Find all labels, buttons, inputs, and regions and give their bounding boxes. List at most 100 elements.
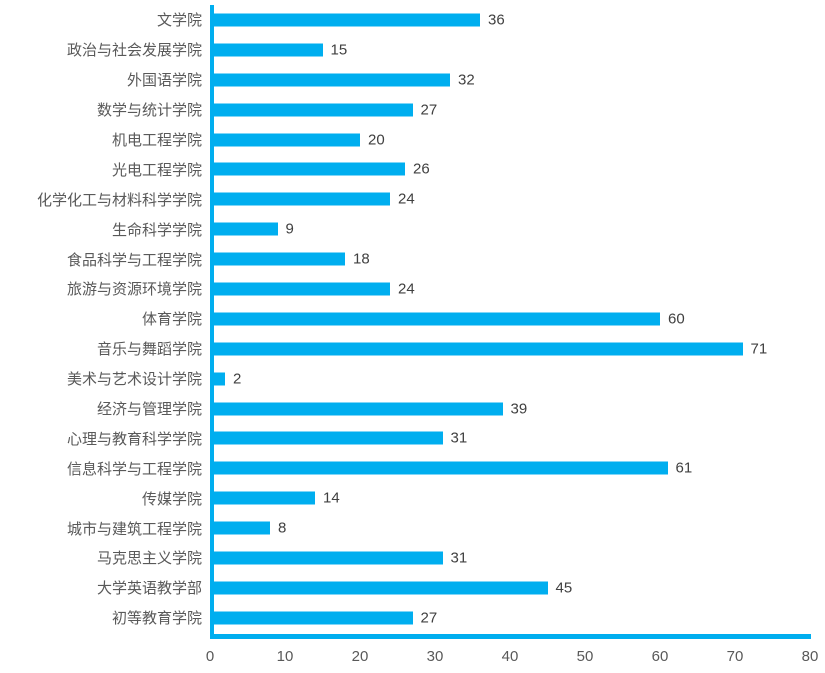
bar [210,252,345,266]
bar-row: 信息科学与工程学院 61 [0,453,825,483]
bar-row: 心理与教育科学学院 31 [0,423,825,453]
x-tick-label: 50 [576,648,594,665]
x-tick-label: 0 [205,648,215,665]
category-label: 食品科学与工程学院 [66,251,202,269]
bar [210,551,443,565]
value-label: 8 [278,519,287,537]
bar-row: 大学英语教学部 45 [0,573,825,603]
bar-track: 45 [210,573,825,603]
bar [210,162,405,176]
bar [210,521,270,535]
bar-row: 化学化工与材料科学学院 24 [0,184,825,214]
category-axis-line [210,634,811,639]
bar-track: 9 [210,214,825,244]
value-label: 9 [285,220,294,238]
bar-row: 马克思主义学院 31 [0,543,825,573]
value-label: 27 [420,101,438,119]
value-label: 24 [398,190,415,208]
bar-row: 光电工程学院 26 [0,154,825,184]
value-label: 14 [323,489,340,507]
value-label: 39 [510,400,528,418]
x-tick-label: 20 [351,648,369,665]
bar [210,192,390,206]
value-label: 18 [353,250,370,268]
bar-row: 初等教育学院 27 [0,603,825,633]
bar [210,312,660,326]
bar-track: 26 [210,154,825,184]
bar-track: 18 [210,244,825,274]
bar-track: 71 [210,334,825,364]
bar [210,342,743,356]
bar-track: 14 [210,483,825,513]
value-label: 27 [420,609,438,627]
category-label: 体育学院 [141,311,202,329]
value-label: 15 [330,41,348,59]
plot-area: 文学院 36 政治与社会发展学院 15 外国语学院 32 数学与统计学院 27 … [0,5,825,633]
bar [210,461,668,475]
bar-row: 传媒学院 14 [0,483,825,513]
value-label: 24 [398,280,415,298]
value-axis-line [210,5,214,639]
value-label: 45 [555,579,573,597]
bar-row: 食品科学与工程学院 18 [0,244,825,274]
x-tick-label: 60 [651,648,669,665]
value-label: 36 [488,11,505,29]
bar-row: 音乐与舞蹈学院 71 [0,334,825,364]
category-label: 旅游与资源环境学院 [66,281,202,299]
category-label: 数学与统计学院 [96,102,202,120]
value-label: 20 [368,131,385,148]
bar-row: 机电工程学院 20 [0,125,825,155]
bar [210,43,323,57]
bar [210,133,360,146]
x-axis-tick-labels: 0 10 20 30 40 50 60 70 80 [206,648,825,668]
value-label: 60 [668,310,685,328]
category-label: 光电工程学院 [111,161,202,179]
bar-row: 体育学院 60 [0,304,825,334]
category-label: 初等教育学院 [111,610,202,628]
bar [210,491,315,505]
x-tick-label: 10 [276,648,294,665]
bar-track: 61 [210,453,825,483]
bar-track: 15 [210,35,825,65]
bar-track: 39 [210,394,825,424]
bar-row: 美术与艺术设计学院 2 [0,364,825,394]
bar [210,581,548,595]
bar-track: 32 [210,65,825,95]
category-label: 大学英语教学部 [96,580,202,598]
bar-track: 60 [210,304,825,334]
category-label: 心理与教育科学学院 [66,430,202,448]
bar-track: 8 [210,513,825,543]
bar-track: 31 [210,423,825,453]
value-label: 61 [675,459,693,477]
x-tick-label: 30 [426,648,444,665]
bar-row: 经济与管理学院 39 [0,394,825,424]
category-label: 音乐与舞蹈学院 [96,341,202,359]
category-label: 美术与艺术设计学院 [66,371,202,389]
category-label: 传媒学院 [141,490,202,508]
bar-row: 政治与社会发展学院 15 [0,35,825,65]
value-label: 32 [458,71,475,89]
category-label: 马克思主义学院 [96,550,202,568]
bar [210,13,480,27]
bar-track: 36 [210,5,825,35]
value-label: 26 [413,160,430,178]
bar-row: 生命科学学院 9 [0,214,825,244]
bar-row: 数学与统计学院 27 [0,95,825,125]
bar-row: 旅游与资源环境学院 24 [0,274,825,304]
category-label: 外国语学院 [126,72,202,90]
bar-row: 城市与建筑工程学院 8 [0,513,825,543]
category-label: 文学院 [156,12,202,30]
x-tick-label: 80 [801,648,819,665]
value-label: 31 [450,549,468,567]
bar [210,282,390,296]
category-label: 化学化工与材料科学学院 [36,191,202,209]
bar [210,431,443,445]
x-tick-label: 40 [501,648,519,665]
bar-track: 27 [210,603,825,633]
value-label: 71 [750,340,768,358]
bar-track: 24 [210,184,825,214]
x-tick-label: 70 [726,648,744,665]
category-label: 城市与建筑工程学院 [66,520,202,538]
bar [210,103,413,117]
